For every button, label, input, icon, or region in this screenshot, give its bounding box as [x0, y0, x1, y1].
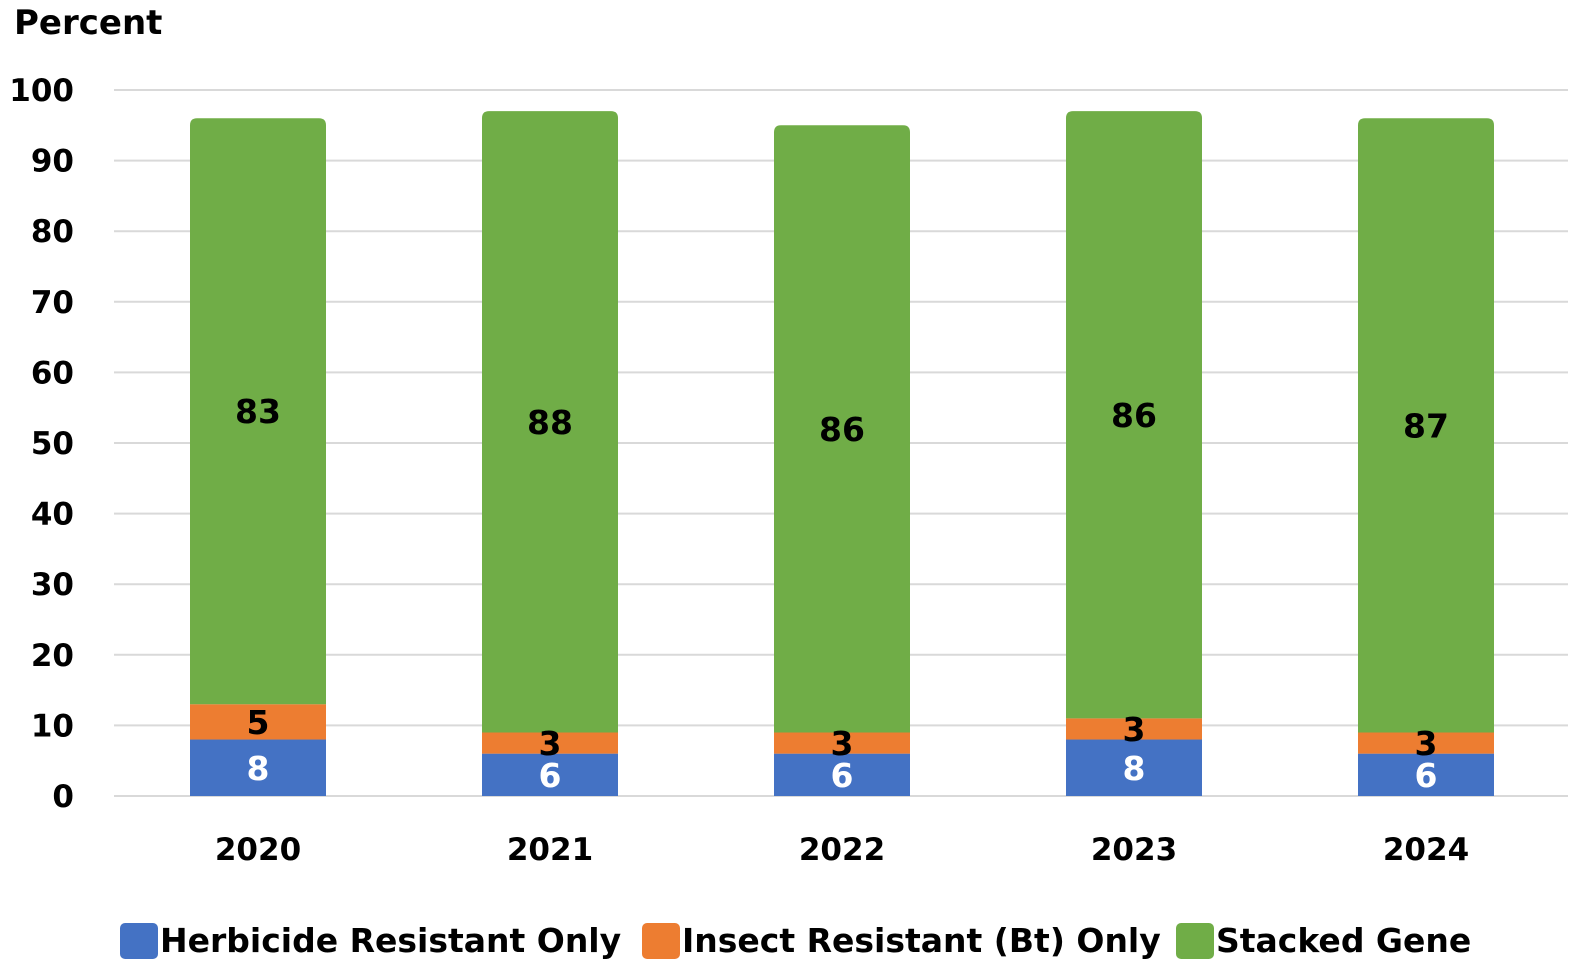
data-label-2021-series-2: 88: [527, 403, 573, 442]
x-tick-label-2022: 2022: [799, 832, 885, 868]
bar-2024-series-0: [1358, 753, 1494, 796]
y-tick-label-80: 80: [31, 214, 74, 250]
y-tick-label-100: 100: [9, 73, 74, 109]
bar-2020-series-2: [190, 118, 326, 705]
bar-2021-series-0: [482, 753, 618, 796]
data-label-2022-series-0: 6: [831, 756, 854, 795]
data-label-2022-series-2: 86: [819, 410, 865, 449]
bar-2022-series-0: [774, 753, 910, 796]
data-label-2023-series-0: 8: [1123, 749, 1146, 788]
data-label-2024-series-2: 87: [1403, 406, 1449, 445]
y-tick-label-60: 60: [31, 355, 74, 391]
data-label-2023-series-1: 3: [1123, 710, 1146, 749]
x-tick-label-2020: 2020: [215, 832, 301, 868]
y-tick-label-20: 20: [31, 638, 74, 674]
bar-2023-series-0: [1066, 739, 1202, 796]
y-tick-label-40: 40: [31, 497, 74, 533]
data-label-2024-series-0: 6: [1415, 756, 1438, 795]
x-tick-labels: 2020 2021 2022 2023 2024: [215, 832, 1469, 868]
data-label-2020-series-2: 83: [235, 392, 281, 431]
bar-2020-series-1: [190, 704, 326, 740]
bar-2024-series-1: [1358, 732, 1494, 754]
data-label-2020-series-1: 5: [247, 703, 270, 742]
legend-label-0: Herbicide Resistant Only: [160, 921, 621, 960]
bar-2021-series-2: [482, 111, 618, 733]
legend-swatch-2: [1176, 923, 1214, 959]
y-tick-label-0: 0: [52, 779, 74, 815]
data-label-2022-series-1: 3: [831, 724, 854, 763]
bar-2024-series-2: [1358, 118, 1494, 733]
y-tick-labels: 0 10 20 30 40 50 60 70 80 90 100: [9, 73, 74, 815]
legend: Herbicide Resistant Only Insect Resistant…: [120, 921, 1471, 960]
data-label-2021-series-1: 3: [539, 724, 562, 763]
bar-2022-series-1: [774, 732, 910, 754]
legend-label-1: Insect Resistant (Bt) Only: [682, 921, 1161, 960]
data-label-2020-series-0: 8: [247, 749, 270, 788]
y-tick-label-30: 30: [31, 567, 74, 603]
y-tick-label-70: 70: [31, 285, 74, 321]
y-axis-title: Percent: [14, 3, 162, 43]
bar-2021-series-1: [482, 732, 618, 754]
x-tick-label-2023: 2023: [1091, 832, 1177, 868]
legend-label-2: Stacked Gene: [1216, 921, 1471, 960]
y-tick-label-90: 90: [31, 144, 74, 180]
bar-2023-series-1: [1066, 718, 1202, 740]
data-label-2021-series-0: 6: [539, 756, 562, 795]
legend-swatch-0: [120, 923, 158, 959]
bar-2022-series-2: [774, 125, 910, 733]
y-tick-label-50: 50: [31, 426, 74, 462]
x-tick-label-2024: 2024: [1383, 832, 1469, 868]
y-tick-label-10: 10: [31, 708, 74, 744]
data-label-2023-series-2: 86: [1111, 396, 1157, 435]
legend-swatch-1: [642, 923, 680, 959]
bar-2023-series-2: [1066, 111, 1202, 719]
data-label-2024-series-1: 3: [1415, 724, 1438, 763]
x-tick-label-2021: 2021: [507, 832, 593, 868]
bar-2020-series-0: [190, 739, 326, 796]
